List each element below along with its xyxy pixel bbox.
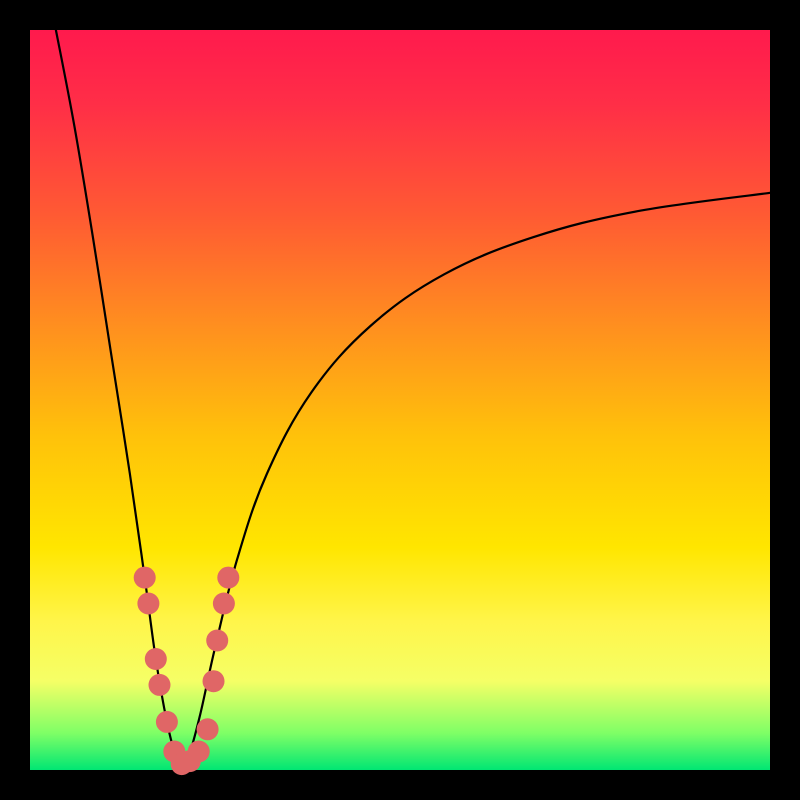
data-dot [188, 741, 210, 763]
data-dot [156, 711, 178, 733]
data-dot [217, 567, 239, 589]
data-dot [197, 718, 219, 740]
data-dot [203, 670, 225, 692]
data-dot [213, 593, 235, 615]
chart-container: TheBottleneck.com [0, 0, 800, 800]
data-dot [137, 593, 159, 615]
chart-svg [0, 0, 800, 800]
data-dot [145, 648, 167, 670]
data-dot [206, 630, 228, 652]
plot-background [30, 30, 770, 770]
data-dot [134, 567, 156, 589]
data-dot [149, 674, 171, 696]
